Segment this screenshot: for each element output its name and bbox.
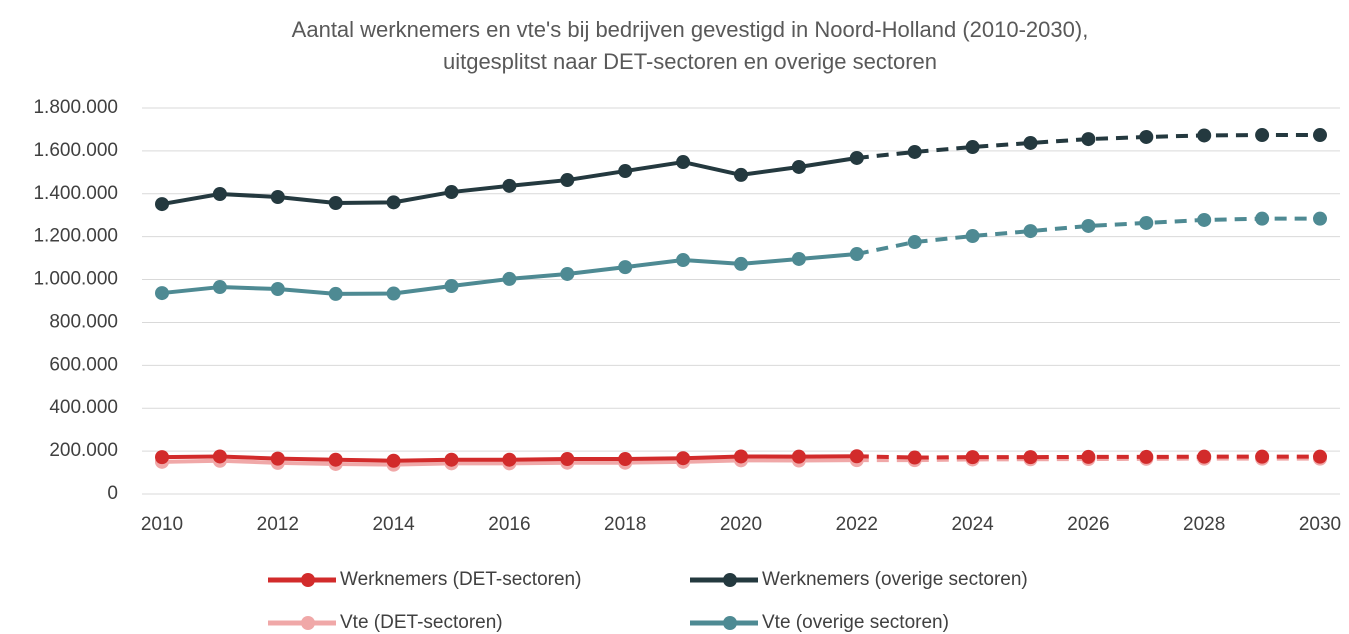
legend-marker <box>301 573 315 587</box>
x-tick-label: 2020 <box>720 514 762 535</box>
point <box>1023 450 1038 465</box>
point <box>907 450 922 465</box>
legend-marker <box>723 616 737 630</box>
point <box>965 450 980 465</box>
chart-title: Aantal werknemers en vte's bij bedrijven… <box>292 17 1089 42</box>
x-tick-label: 2012 <box>257 514 299 535</box>
y-tick-label: 1.200.000 <box>33 226 118 247</box>
legend-marker <box>723 573 737 587</box>
point <box>560 452 575 467</box>
point <box>386 195 401 210</box>
x-tick-label: 2010 <box>141 514 183 535</box>
x-tick-label: 2016 <box>488 514 530 535</box>
point <box>386 286 401 301</box>
point <box>676 451 691 466</box>
x-tick-label: 2030 <box>1299 514 1341 535</box>
point <box>212 280 227 295</box>
y-tick-label: 1.800.000 <box>33 97 118 118</box>
legend-label: Werknemers (overige sectoren) <box>762 569 1028 590</box>
point <box>1139 129 1154 144</box>
point <box>328 452 343 467</box>
point <box>155 450 169 465</box>
legend-label: Vte (DET-sectoren) <box>340 612 503 633</box>
point <box>502 452 517 467</box>
y-tick-label: 600.000 <box>49 354 118 375</box>
point <box>1081 449 1096 464</box>
point <box>502 178 517 193</box>
point <box>328 286 343 301</box>
point <box>1197 128 1212 143</box>
point <box>791 159 806 174</box>
point <box>212 186 227 201</box>
point <box>212 449 227 464</box>
point <box>1081 218 1096 233</box>
point <box>618 452 633 467</box>
y-tick-label: 1.400.000 <box>33 183 118 204</box>
y-tick-label: 1.600.000 <box>33 140 118 161</box>
y-tick-label: 800.000 <box>49 311 118 332</box>
point <box>155 286 169 301</box>
point <box>1197 449 1212 464</box>
chart-subtitle: uitgesplitst naar DET-sectoren en overig… <box>443 49 937 74</box>
x-tick-label: 2024 <box>951 514 994 535</box>
point <box>444 452 459 467</box>
point <box>791 251 806 266</box>
point <box>1313 449 1327 464</box>
point <box>907 235 922 250</box>
y-tick-label: 1.000.000 <box>33 269 118 290</box>
point <box>270 281 285 296</box>
point <box>1139 449 1154 464</box>
point <box>560 173 575 188</box>
x-tick-label: 2026 <box>1067 514 1109 535</box>
point <box>155 197 169 212</box>
point <box>1023 135 1038 150</box>
point <box>1255 211 1270 226</box>
legend-marker <box>301 616 315 630</box>
y-tick-label: 400.000 <box>49 397 118 418</box>
point <box>618 260 633 275</box>
x-tick-label: 2022 <box>836 514 878 535</box>
legend-label: Vte (overige sectoren) <box>762 612 949 633</box>
point <box>849 247 864 262</box>
point <box>328 195 343 210</box>
point <box>270 189 285 204</box>
point <box>849 150 864 165</box>
point <box>1081 132 1096 147</box>
point <box>676 155 691 170</box>
point <box>270 451 285 466</box>
y-tick-label: 0 <box>107 483 118 504</box>
point <box>734 167 748 182</box>
point <box>965 140 980 155</box>
point <box>1255 449 1270 464</box>
point <box>1313 211 1327 226</box>
point <box>676 253 691 268</box>
point <box>734 256 748 271</box>
point <box>965 229 980 244</box>
point <box>444 185 459 200</box>
forecast-line <box>856 216 1320 256</box>
point <box>907 144 922 159</box>
forecast-line <box>856 133 1320 160</box>
point <box>1139 215 1154 230</box>
point <box>618 164 633 179</box>
point <box>849 449 864 464</box>
point <box>444 278 459 293</box>
y-tick-label: 200.000 <box>49 440 118 461</box>
legend-label: Werknemers (DET-sectoren) <box>340 569 581 590</box>
point <box>560 266 575 281</box>
x-tick-label: 2014 <box>372 514 415 535</box>
x-tick-label: 2018 <box>604 514 646 535</box>
point <box>734 449 748 464</box>
x-tick-label: 2028 <box>1183 514 1225 535</box>
point <box>502 271 517 286</box>
point <box>386 453 401 468</box>
point <box>1197 212 1212 227</box>
point <box>1023 224 1038 239</box>
point <box>1313 128 1327 143</box>
point <box>791 449 806 464</box>
point <box>1255 128 1270 143</box>
